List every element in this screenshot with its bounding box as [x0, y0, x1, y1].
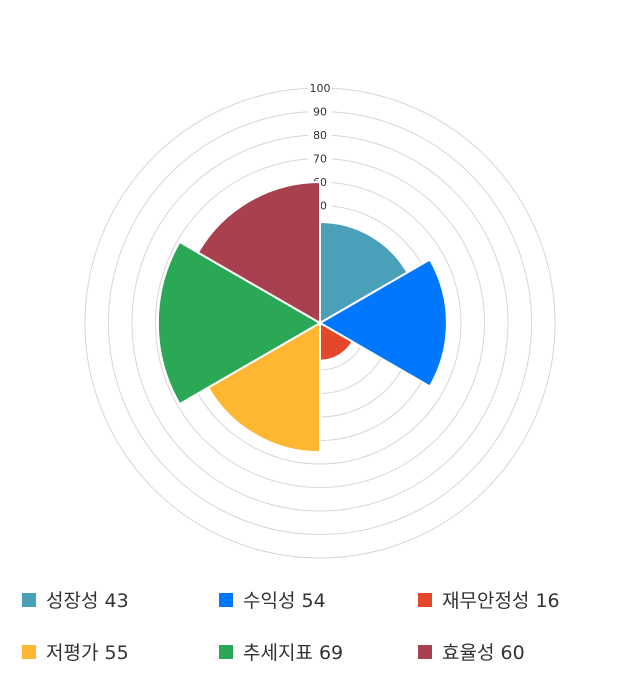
legend-item[interactable]: 효율성 60 [418, 638, 525, 665]
legend-label: 저평가 55 [46, 642, 129, 664]
legend-label: 재무안정성 16 [442, 590, 560, 612]
segment-5[interactable] [156, 240, 322, 406]
tick-label: 70 [313, 153, 327, 166]
segment-4[interactable] [206, 321, 321, 454]
legend-label: 효율성 60 [442, 642, 525, 664]
legend-item[interactable]: 수익성 54 [219, 586, 326, 613]
legend-swatch [418, 644, 432, 659]
legend-item[interactable]: 성장성 43 [22, 586, 129, 613]
polar-area-chart: 5060708090100 [84, 82, 556, 559]
legend-swatch [219, 644, 233, 659]
legend-item[interactable]: 재무안정성 16 [418, 586, 560, 613]
legend-swatch [219, 592, 233, 607]
segment-2[interactable] [317, 258, 448, 388]
tick-label: 80 [313, 129, 327, 142]
legend-swatch [22, 592, 36, 607]
tick-label: 100 [310, 82, 331, 95]
segment-1[interactable] [319, 220, 409, 325]
tick-label: 90 [313, 106, 327, 119]
legend-label: 성장성 43 [46, 590, 129, 612]
legend-label: 수익성 54 [243, 590, 326, 612]
legend-swatch [22, 644, 36, 659]
legend-item[interactable]: 추세지표 69 [219, 638, 343, 665]
legend-label: 추세지표 69 [243, 642, 344, 664]
segment-6[interactable] [196, 180, 321, 325]
legend-swatch [418, 592, 432, 607]
legend-item[interactable]: 저평가 55 [22, 638, 129, 665]
